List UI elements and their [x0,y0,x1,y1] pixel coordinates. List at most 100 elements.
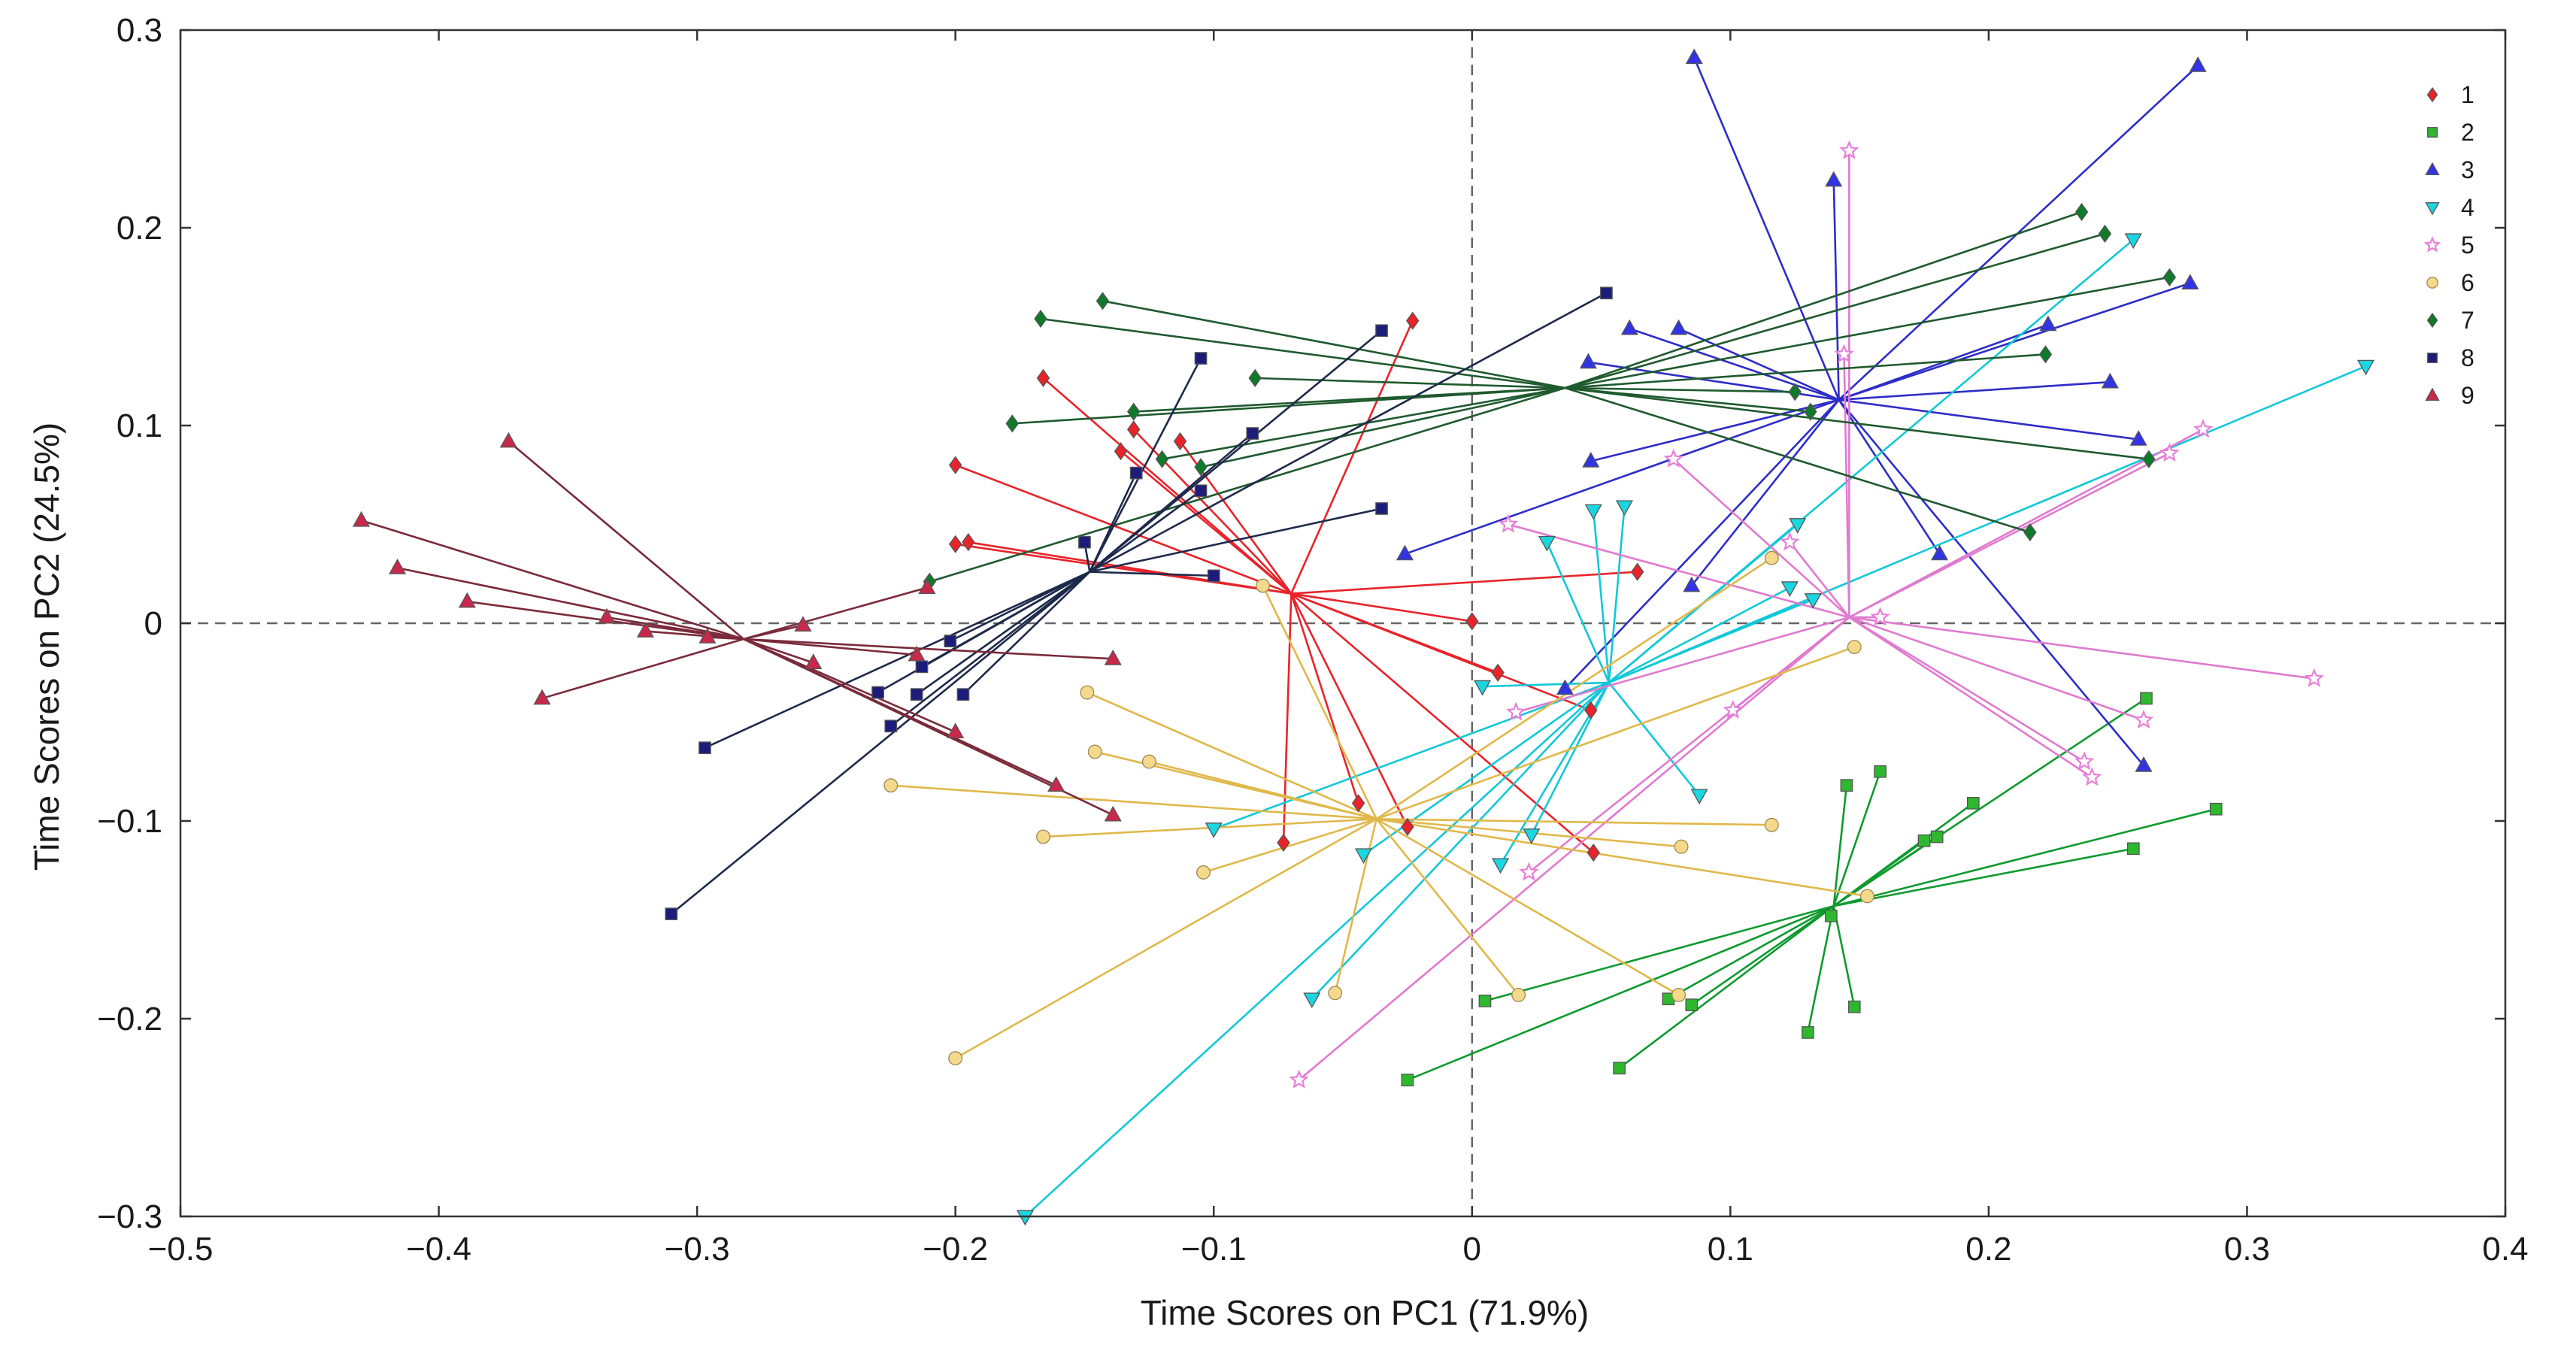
y-tick-label: 0.1 [117,407,162,444]
spoke-line-series-1 [1291,592,1472,622]
legend-marker-7 [2426,312,2438,329]
spoke-line-series-1 [1042,377,1293,595]
data-point-series-4 [1615,500,1634,516]
legend-marker-1 [2426,86,2438,103]
data-point-series-6 [1328,986,1343,1001]
data-point-series-4 [1473,680,1492,696]
data-point-series-3 [1556,679,1574,695]
spoke-line-series-9 [743,638,1114,660]
data-point-series-7 [1034,309,1047,329]
data-point-series-7 [2162,268,2177,286]
data-point-series-7 [1248,368,1262,387]
data-point-series-4 [1523,828,1541,844]
data-point-series-4 [1804,593,1822,609]
legend-label-8: 8 [2461,344,2474,371]
data-point-series-8 [1375,324,1388,338]
y-tick-label: 0 [144,605,162,642]
spoke-line-series-7 [1565,386,1811,413]
spoke-line-series-1 [1290,592,1592,711]
legend-label-5: 5 [2461,232,2474,259]
spoke-line-series-8 [670,571,1091,915]
data-point-series-1 [1277,833,1290,853]
data-point-series-4 [1354,848,1373,865]
data-point-series-4 [1538,535,1556,552]
data-point-series-6 [1764,550,1779,565]
data-point-series-2 [1966,796,1980,810]
data-point-series-3 [1620,319,1638,335]
data-point-series-3 [2135,756,2153,772]
data-point-series-1 [1587,843,1600,862]
data-point-series-5 [1839,140,1859,159]
spoke-line-series-8 [704,571,1090,749]
data-point-series-1 [962,533,975,552]
spoke-line-series-4 [1608,506,1626,683]
spoke-line-series-4 [1546,541,1611,683]
data-point-series-8 [956,688,970,701]
data-point-series-7 [2142,450,2156,468]
spoke-line-series-6 [1149,760,1377,820]
legend-marker-5 [2423,236,2441,253]
data-point-series-1 [1465,612,1479,631]
data-point-series-9 [699,628,717,644]
data-point-series-9 [1104,650,1122,665]
spoke-line-series-3 [1629,327,1840,401]
spoke-line-series-9 [541,638,744,700]
spoke-line-series-2 [1407,904,1835,1081]
spoke-line-series-5 [1848,616,2093,779]
data-point-series-7 [1155,450,1169,468]
spoke-line-series-6 [1376,818,1680,996]
legend-label-6: 6 [2461,269,2474,296]
legend: 1 2 3 4 5 6 7 8 9 [2423,81,2474,409]
spoke-line-series-4 [1608,682,1701,796]
data-point-series-9 [1104,805,1122,822]
spoke-line-series-3 [1405,398,1840,556]
data-point-series-7 [1804,402,1817,421]
legend-marker-9 [2425,387,2440,401]
data-point-series-8 [1600,286,1613,300]
spoke-line-series-2 [1668,904,1835,1000]
y-tick-label: 0.2 [117,210,162,247]
data-point-series-8 [910,688,923,701]
spoke-line-series-4 [1608,586,1790,684]
spoke-line-series-4 [1482,681,1609,688]
spoke-line-series-3 [1564,398,1840,689]
spoke-line-series-6 [1334,819,1377,994]
data-point-series-1 [1491,663,1505,682]
y-tick-label: 0.3 [117,12,162,49]
x-tick-label: −0.3 [665,1231,730,1268]
spoke-line-series-7 [1565,386,2031,534]
data-point-series-6 [1036,829,1050,844]
data-point-series-4 [1303,992,1321,1009]
spoke-line-series-6 [1376,818,1868,898]
data-point-series-4 [1690,789,1708,805]
data-point-series-3 [2101,372,2119,389]
data-point-series-5 [1780,532,1800,551]
x-tick-label: −0.4 [406,1231,471,1268]
spoke-line-series-5 [1672,458,1850,619]
x-tick-label: −0.2 [923,1231,988,1268]
data-point-series-2 [2140,692,2153,705]
spoke-line-series-6 [1375,818,1520,996]
spoke-line-series-8 [877,571,1090,694]
spoke-line-series-5 [1789,541,1850,618]
data-point-series-6 [948,1051,963,1066]
spoke-line-series-6 [1376,646,1855,820]
spoke-line-series-8 [962,571,1091,695]
legend-label-2: 2 [2461,119,2474,146]
spoke-line-series-3 [1832,180,1840,400]
spoke-line-series-7 [1565,353,2046,389]
data-point-series-6 [1764,817,1779,832]
spoke-line-series-9 [743,638,814,664]
spoke-line-series-6 [1262,585,1377,819]
spoke-line-series-3 [1838,399,1941,555]
spoke-line-series-4 [1024,681,1610,1217]
data-point-series-4 [2124,233,2142,250]
y-tick-label: −0.2 [97,1001,162,1037]
spoke-line-series-8 [889,571,1091,727]
spoke-line-series-9 [508,441,744,641]
data-point-series-8 [1207,569,1220,583]
data-point-series-8 [884,719,898,733]
data-point-series-6 [1141,754,1156,769]
spoke-line-series-4 [1592,510,1611,683]
data-point-series-9 [458,592,476,608]
